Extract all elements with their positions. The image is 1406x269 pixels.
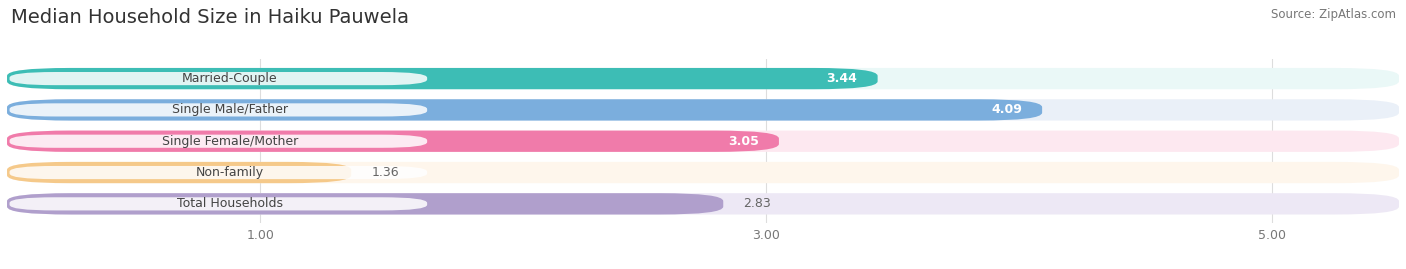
Text: Single Female/Mother: Single Female/Mother (162, 135, 298, 148)
FancyBboxPatch shape (7, 193, 723, 214)
Text: Source: ZipAtlas.com: Source: ZipAtlas.com (1271, 8, 1396, 21)
FancyBboxPatch shape (7, 162, 1399, 183)
Text: Single Male/Father: Single Male/Father (172, 103, 288, 116)
Text: Median Household Size in Haiku Pauwela: Median Household Size in Haiku Pauwela (11, 8, 409, 27)
FancyBboxPatch shape (7, 99, 1042, 121)
FancyBboxPatch shape (10, 135, 427, 148)
FancyBboxPatch shape (7, 193, 1399, 214)
Text: Total Households: Total Households (177, 197, 283, 210)
FancyBboxPatch shape (7, 68, 1399, 89)
FancyBboxPatch shape (10, 72, 427, 85)
FancyBboxPatch shape (7, 99, 1399, 121)
FancyBboxPatch shape (10, 197, 427, 210)
Text: 1.36: 1.36 (371, 166, 399, 179)
FancyBboxPatch shape (10, 103, 427, 116)
Text: 3.05: 3.05 (728, 135, 759, 148)
FancyBboxPatch shape (7, 68, 877, 89)
FancyBboxPatch shape (7, 162, 351, 183)
Text: 2.83: 2.83 (744, 197, 772, 210)
Text: Married-Couple: Married-Couple (181, 72, 277, 85)
Text: 3.44: 3.44 (827, 72, 858, 85)
Text: 4.09: 4.09 (991, 103, 1022, 116)
Text: Non-family: Non-family (195, 166, 264, 179)
FancyBboxPatch shape (10, 166, 427, 179)
FancyBboxPatch shape (7, 130, 1399, 152)
FancyBboxPatch shape (7, 130, 779, 152)
